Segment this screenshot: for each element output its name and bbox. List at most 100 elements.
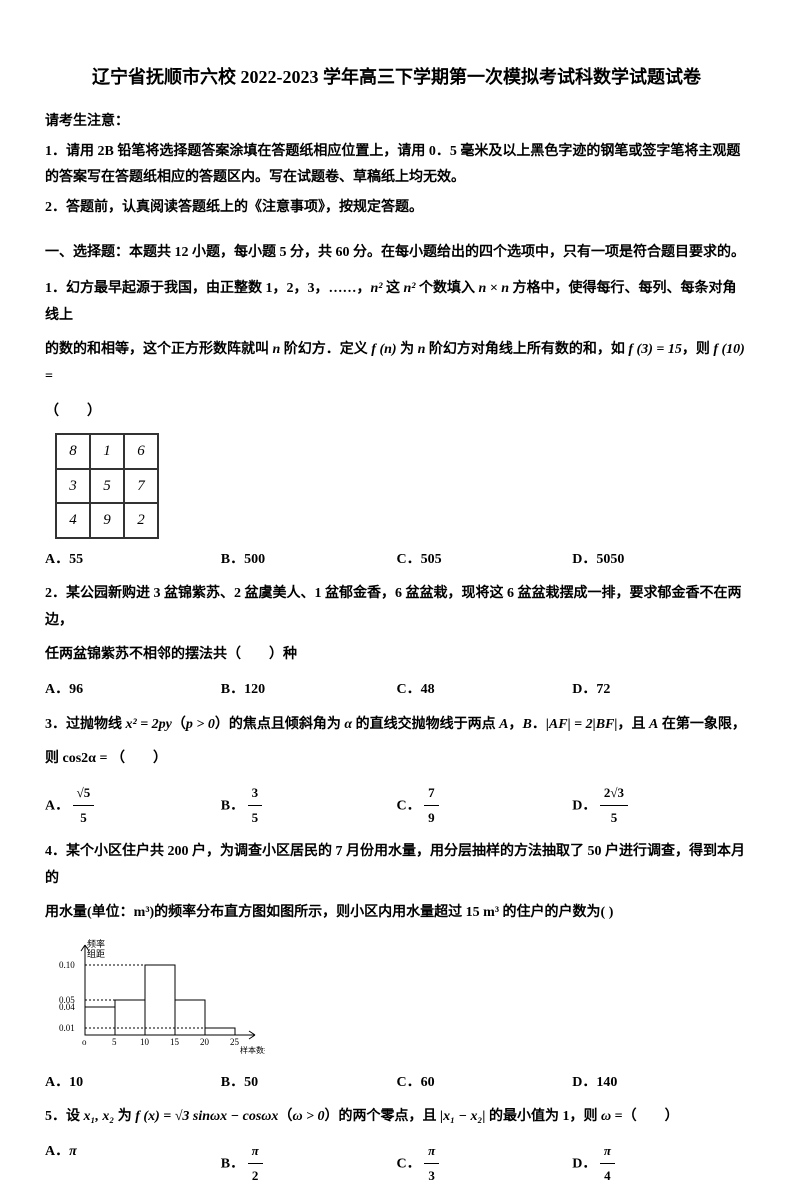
option-d: D． π4	[572, 1139, 748, 1189]
fraction: √55	[73, 781, 95, 831]
option-c: C． 79	[397, 781, 573, 831]
numerator: π	[424, 1139, 439, 1165]
table-row: 8 1 6	[56, 434, 158, 469]
denominator: 5	[248, 806, 263, 831]
q3-text-g: ，且	[617, 717, 649, 732]
q3-text-a: 3．过抛物线	[45, 717, 126, 732]
option-a: A．55	[45, 547, 221, 574]
notice-1: 1．请用 2B 铅笔将选择题答案涂填在答题纸相应位置上，请用 0．5 毫米及以上…	[45, 139, 748, 192]
denominator: 9	[424, 806, 439, 831]
question-3-line2: 则 cos2α = （ ）	[45, 746, 748, 773]
option-b: B．500	[221, 547, 397, 574]
opt-pi: π	[69, 1144, 77, 1159]
option-c: C．505	[397, 547, 573, 574]
q1-math-fn: f (n)	[371, 342, 396, 357]
q4-options: A．10 B．50 C．60 D．140	[45, 1070, 748, 1097]
table-row: 3 5 7	[56, 469, 158, 504]
q3-math-B: B	[522, 717, 531, 732]
svg-text:样本数据: 样本数据	[240, 1045, 265, 1055]
q3-math-parab: x² = 2py	[126, 717, 172, 732]
svg-text:o: o	[82, 1037, 87, 1047]
numerator: 7	[424, 781, 439, 807]
fraction: π2	[248, 1139, 263, 1189]
q3-text-d: 的直线交抛物线于两点	[352, 717, 499, 732]
q1-text-1: 1．幻方最早起源于我国，由正整数 1，2，3，……，	[45, 281, 371, 296]
q1-math-f3: f (3) = 15	[628, 342, 681, 357]
option-d: D． 2√35	[572, 781, 748, 831]
option-c: C．60	[397, 1070, 573, 1097]
svg-text:频率: 频率	[87, 938, 105, 949]
q1-math-f10: f (10)	[713, 342, 745, 357]
option-a: A．10	[45, 1070, 221, 1097]
opt-label: A．	[45, 1144, 69, 1159]
q3-math-p: p > 0	[186, 717, 215, 732]
fraction: π4	[600, 1139, 615, 1189]
svg-text:0.10: 0.10	[59, 960, 75, 970]
cell: 3	[56, 469, 90, 504]
q1-text-2c: 为	[397, 342, 418, 357]
option-b: B．50	[221, 1070, 397, 1097]
numerator: π	[600, 1139, 615, 1165]
exam-title: 辽宁省抚顺市六校 2022-2023 学年高三下学期第一次模拟考试科数学试题试卷	[45, 60, 748, 94]
q1-text-1b: 这	[382, 281, 403, 296]
q3-text-e: ，	[508, 717, 522, 732]
notice-2: 2．答题前，认真阅读答题纸上的《注意事项》，按规定答题。	[45, 195, 748, 222]
option-d: D．5050	[572, 547, 748, 574]
magic-square-table: 8 1 6 3 5 7 4 9 2	[55, 433, 159, 539]
option-b: B． π2	[221, 1139, 397, 1189]
q1-text-2a: 的数的和相等，这个正方形数阵就叫	[45, 342, 273, 357]
svg-text:15: 15	[170, 1037, 180, 1047]
q2-options: A．96 B．120 C．48 D．72	[45, 677, 748, 704]
histogram-chart: 0.10 0.05 0.04 0.01 o 5 10 15 20 25 频率 组…	[55, 935, 748, 1066]
fraction: 35	[248, 781, 263, 831]
q3-text-c: ）的焦点且倾斜角为	[215, 717, 345, 732]
table-row: 4 9 2	[56, 503, 158, 538]
question-4-line2: 用水量(单位：m³)的频率分布直方图如图所示，则小区内用水量超过 15 m³ 的…	[45, 900, 748, 927]
cell: 4	[56, 503, 90, 538]
fraction: 79	[424, 781, 439, 831]
cell: 9	[90, 503, 124, 538]
opt-label: B．	[221, 1156, 244, 1171]
question-2-line2: 任两盆锦紫苏不相邻的摆法共（ ）种	[45, 642, 748, 669]
q3-math-alpha: α	[344, 717, 352, 732]
question-2-line1: 2．某公园新购进 3 盆锦紫苏、2 盆虞美人、1 盆郁金香，6 盆盆栽，现将这 …	[45, 581, 748, 634]
q3-options: A． √55 B． 35 C． 79 D． 2√35	[45, 781, 748, 831]
cell: 8	[56, 434, 90, 469]
option-a: A． √55	[45, 781, 221, 831]
cell: 2	[124, 503, 158, 538]
q3-math-A2: A	[649, 717, 658, 732]
denominator: 5	[600, 806, 628, 831]
q1-paren: （ ）	[45, 399, 748, 426]
notice-header: 请考生注意：	[45, 109, 748, 136]
q1-math-n2b: n²	[403, 281, 415, 296]
cell: 6	[124, 434, 158, 469]
opt-label: C．	[397, 798, 421, 813]
option-b: B．120	[221, 677, 397, 704]
numerator: 3	[248, 781, 263, 807]
question-3: 3．过抛物线 x² = 2py（p > 0）的焦点且倾斜角为 α 的直线交抛物线…	[45, 712, 748, 739]
opt-label: A．	[45, 798, 69, 813]
denominator: 2	[248, 1164, 263, 1189]
question-1: 1．幻方最早起源于我国，由正整数 1，2，3，……，n² 这 n² 个数填入 n…	[45, 276, 748, 329]
numerator: 2√3	[600, 781, 628, 807]
fraction: 2√35	[600, 781, 628, 831]
denominator: 3	[424, 1164, 439, 1189]
denominator: 5	[73, 806, 95, 831]
option-a: A．π	[45, 1139, 221, 1189]
q1-text-2b: 阶幻方．定义	[280, 342, 371, 357]
histogram-svg: 0.10 0.05 0.04 0.01 o 5 10 15 20 25 频率 组…	[55, 935, 265, 1055]
question-1-line2: 的数的和相等，这个正方形数阵就叫 n 阶幻方．定义 f (n) 为 n 阶幻方对…	[45, 337, 748, 390]
cell: 1	[90, 434, 124, 469]
svg-text:组距: 组距	[87, 948, 105, 959]
option-d: D．72	[572, 677, 748, 704]
svg-text:0.01: 0.01	[59, 1023, 75, 1033]
option-b: B． 35	[221, 781, 397, 831]
cell: 5	[90, 469, 124, 504]
numerator: π	[248, 1139, 263, 1165]
q1-text-2e: ，则	[682, 342, 714, 357]
svg-text:0.04: 0.04	[59, 1002, 75, 1012]
cell: 7	[124, 469, 158, 504]
question-5: 5．设 x₁, x₂ 为 f (x) = √3 sinωx − cosωx（ω …	[45, 1104, 748, 1131]
q5-options: A．π B． π2 C． π3 D． π4	[45, 1139, 748, 1189]
svg-text:20: 20	[200, 1037, 210, 1047]
